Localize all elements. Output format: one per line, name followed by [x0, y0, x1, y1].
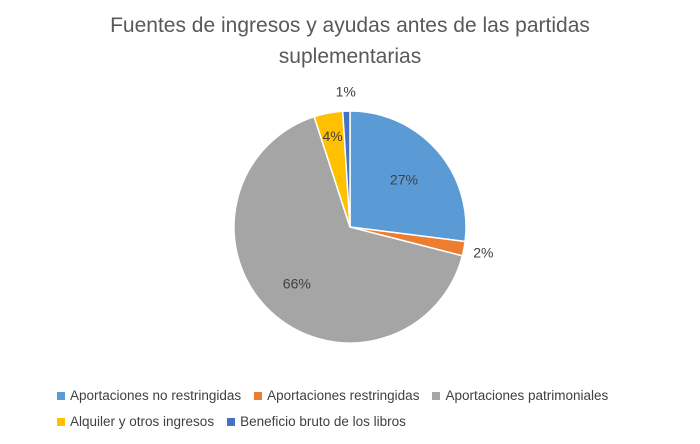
legend-swatch [57, 391, 65, 400]
legend-label: Alquiler y otros ingresos [70, 414, 215, 429]
legend-label: Aportaciones patrimoniales [445, 388, 609, 403]
data-label: 66% [283, 276, 311, 292]
legend-item-aportaciones-no-restringidas: Aportaciones no restringidas [57, 388, 241, 403]
legend-item-aportaciones-restringidas: Aportaciones restringidas [254, 388, 419, 403]
legend-row-1: Aportaciones no restringidas Aportacione… [57, 388, 621, 403]
chart-title-line-2: suplementarias [278, 45, 422, 68]
pie-slice-aportaciones-no-restringidas [349, 110, 467, 243]
data-label: 27% [390, 171, 418, 187]
legend-label: Aportaciones restringidas [267, 388, 420, 403]
pie-slice-aportaciones-patrimoniales [233, 115, 464, 344]
legend-swatch [432, 391, 441, 400]
legend-label: Beneficio bruto de los libros [240, 414, 406, 429]
legend-swatch [254, 391, 263, 400]
legend-label: Aportaciones no restringidas [70, 388, 242, 403]
legend-item-alquiler-y-otros-ingresos: Alquiler y otros ingresos [57, 414, 214, 429]
data-label: 2% [473, 244, 493, 260]
legend-swatch [227, 417, 236, 426]
legend-item-beneficio-bruto-de-los-libros: Beneficio bruto de los libros [227, 414, 406, 429]
legend-swatch [57, 417, 65, 426]
chart-title: Fuentes de ingresos y ayudas antes de la… [0, 10, 700, 72]
legend-item-aportaciones-patrimoniales: Aportaciones patrimoniales [432, 388, 608, 403]
chart-title-line-1: Fuentes de ingresos y ayudas antes de la… [110, 14, 590, 37]
data-label: 4% [322, 128, 342, 144]
pie-slice-beneficio-bruto-de-los-libros [341, 110, 351, 228]
legend-row-2: Alquiler y otros ingresos Beneficio brut… [57, 414, 419, 429]
data-label: 1% [336, 83, 356, 99]
